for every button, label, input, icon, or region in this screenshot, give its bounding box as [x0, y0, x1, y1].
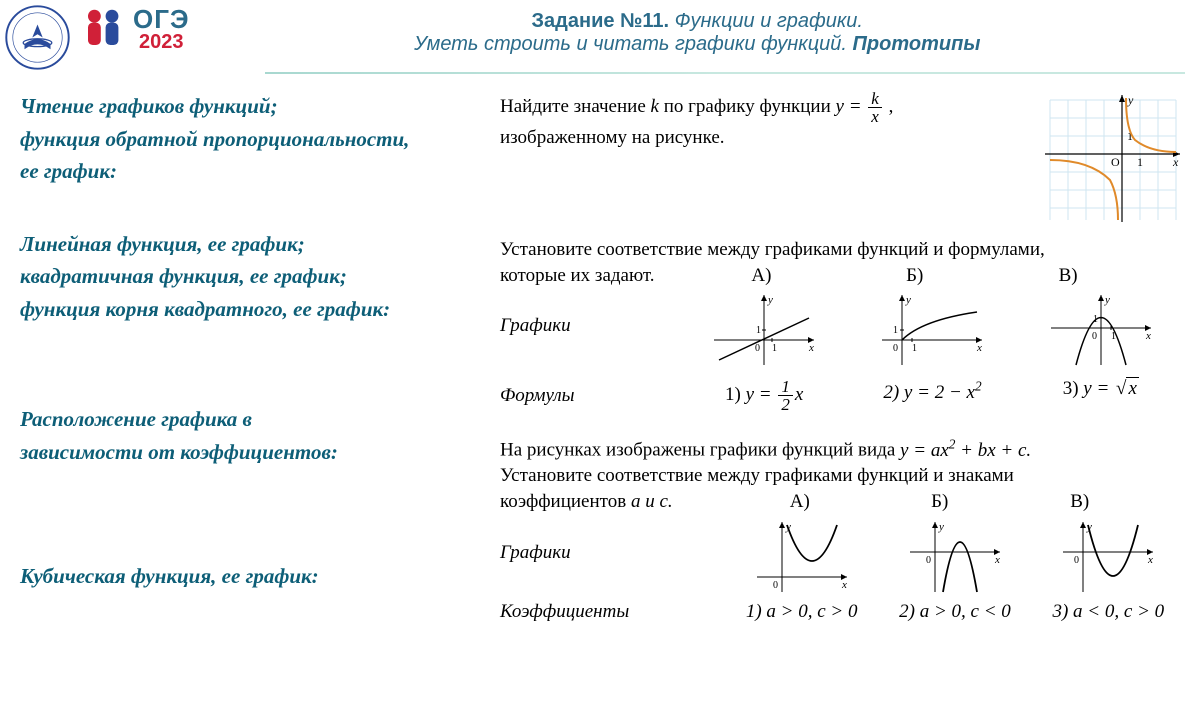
- quality-badge-icon: [5, 5, 70, 70]
- svg-text:1: 1: [893, 325, 898, 336]
- header: ОГЭ 2023 Задание №11. Функции и графики.…: [0, 0, 1200, 70]
- svg-text:x: x: [808, 342, 814, 354]
- topic-1b: функция обратной пропорциональности,: [20, 123, 480, 156]
- svg-text:1: 1: [756, 325, 761, 336]
- graph-parabola-b: y x 0: [905, 517, 1005, 595]
- logo: ОГЭ 2023: [80, 5, 189, 53]
- t3-c2: 2) a > 0, c < 0: [878, 601, 1031, 623]
- right-column: Найдите значение k по графику функции y …: [500, 90, 1185, 623]
- svg-text:1: 1: [772, 343, 777, 354]
- topic-4: Кубическая функция, ее график:: [20, 560, 480, 593]
- svg-text:x: x: [1172, 155, 1179, 169]
- svg-text:1: 1: [912, 343, 917, 354]
- topic-2a: Линейная функция, ее график;: [20, 228, 480, 261]
- t2-label-b: Б): [838, 263, 991, 289]
- t1-text-a: Найдите значение: [500, 96, 651, 117]
- t1-text-b: по графику функции: [659, 96, 836, 117]
- svg-text:0: 0: [893, 343, 898, 354]
- t3-label-v: В): [1010, 489, 1150, 515]
- svg-text:y: y: [1104, 294, 1110, 306]
- page-title: Задание №11. Функции и графики. Уметь ст…: [209, 5, 1185, 56]
- graph-linear: y x 0 11: [709, 290, 819, 368]
- t3-c3: 3) a < 0, c > 0: [1032, 601, 1185, 623]
- t3-graphs-label: Графики: [500, 517, 725, 564]
- svg-text:y: y: [905, 294, 911, 306]
- t3-line1: На рисунках изображены графики функций в…: [500, 440, 900, 461]
- svg-text:0: 0: [1074, 555, 1079, 566]
- t1-k: k: [651, 96, 659, 117]
- task-topic: Функции и графики.: [675, 10, 863, 32]
- topic-2c: функция корня квадратного, ее график:: [20, 293, 480, 326]
- svg-text:y: y: [938, 521, 944, 533]
- svg-text:y: y: [1127, 93, 1134, 107]
- svg-text:x: x: [841, 579, 847, 591]
- t2-label-a: А): [685, 263, 838, 289]
- topic-1c: ее график:: [20, 155, 480, 188]
- svg-text:O: O: [1111, 155, 1120, 169]
- graph-parabola-v: yx 0: [1058, 517, 1158, 595]
- topic-3a: Расположение графика в: [20, 403, 480, 436]
- svg-text:x: x: [994, 554, 1000, 566]
- svg-text:x: x: [976, 342, 982, 354]
- t3-line3: коэффициентов: [500, 491, 631, 512]
- topic-2b: квадратичная функция, ее график;: [20, 260, 480, 293]
- svg-text:0: 0: [926, 555, 931, 566]
- svg-text:0: 0: [773, 580, 778, 591]
- graph-parabola-down: yx 011: [1046, 290, 1156, 368]
- divider: [265, 72, 1185, 74]
- task-number: Задание №11.: [532, 10, 670, 32]
- task-3: На рисунках изображены графики функций в…: [500, 435, 1185, 514]
- svg-text:x: x: [1145, 330, 1151, 342]
- t3-line2: Установите соответствие между графиками …: [500, 465, 1014, 486]
- svg-text:1: 1: [1137, 155, 1143, 169]
- logo-title: ОГЭ: [133, 6, 189, 32]
- svg-text:0: 0: [1092, 331, 1097, 342]
- topic-3b: зависимости от коэффициентов:: [20, 436, 480, 469]
- svg-text:0: 0: [755, 343, 760, 354]
- t2-label-v: В): [991, 263, 1144, 289]
- left-column: Чтение графиков функций; функция обратно…: [20, 90, 500, 623]
- t2-formulas-label: Формулы: [500, 385, 680, 407]
- subtitle-italic: Уметь строить и читать графики функций.: [414, 33, 847, 55]
- graph-parabola-a: yx 0: [752, 517, 852, 595]
- t3-coef-label: Коэффициенты: [500, 601, 725, 623]
- t1-text-c: изображенному на рисунке.: [500, 127, 725, 148]
- graph-sqrt: y x 0 1 1: [877, 290, 987, 368]
- t2-line1: Установите соответствие между графиками …: [500, 239, 1045, 260]
- t2-line2: которые их задают.: [500, 265, 655, 286]
- svg-text:y: y: [767, 294, 773, 306]
- svg-text:x: x: [1147, 554, 1153, 566]
- t2-graphs-label: Графики: [500, 290, 680, 337]
- logo-year: 2023: [133, 32, 189, 52]
- hyperbola-graph: y x O 1 1: [1040, 90, 1185, 225]
- task-1: Найдите значение k по графику функции y …: [500, 90, 1185, 225]
- topic-1a: Чтение графиков функций;: [20, 90, 480, 123]
- task-2: Установите соответствие между графиками …: [500, 237, 1185, 288]
- t3-label-a: А): [730, 489, 870, 515]
- t3-c1: 1) a > 0, c > 0: [725, 601, 878, 623]
- people-icon: [80, 5, 128, 53]
- t3-label-b: Б): [870, 489, 1010, 515]
- subtitle-bold: Прототипы: [853, 33, 981, 55]
